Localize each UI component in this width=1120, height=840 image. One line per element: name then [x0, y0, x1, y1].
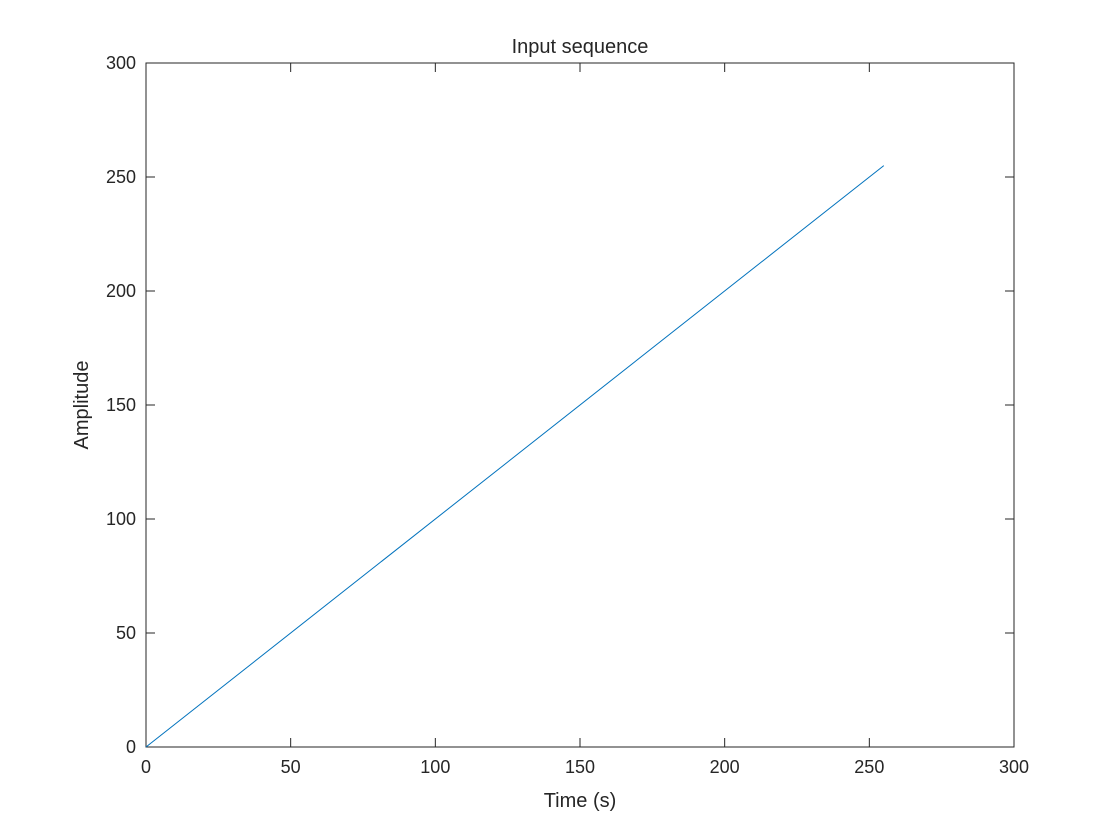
chart-title: Input sequence: [512, 36, 649, 58]
x-axis-label: Time (s): [544, 790, 617, 812]
x-axis-ticks: 0 50 100 150 200 250 300: [141, 63, 1029, 777]
y-tick-label: 150: [106, 395, 136, 415]
x-tick-label: 200: [710, 757, 740, 777]
y-tick-label: 300: [106, 53, 136, 73]
y-tick-label: 0: [126, 737, 136, 757]
y-tick-label: 50: [116, 623, 136, 643]
y-tick-label: 250: [106, 167, 136, 187]
x-tick-label: 150: [565, 757, 595, 777]
x-tick-label: 50: [281, 757, 301, 777]
y-tick-label: 100: [106, 509, 136, 529]
y-axis-label: Amplitude: [71, 361, 93, 450]
x-tick-label: 0: [141, 757, 151, 777]
x-tick-label: 250: [854, 757, 884, 777]
x-tick-label: 100: [420, 757, 450, 777]
y-axis-ticks: 0 50 100 150 200 250 300: [106, 53, 1014, 757]
y-tick-label: 200: [106, 281, 136, 301]
series-layer: [145, 165, 885, 748]
series-line-0: [145, 165, 885, 748]
x-tick-label: 300: [999, 757, 1029, 777]
